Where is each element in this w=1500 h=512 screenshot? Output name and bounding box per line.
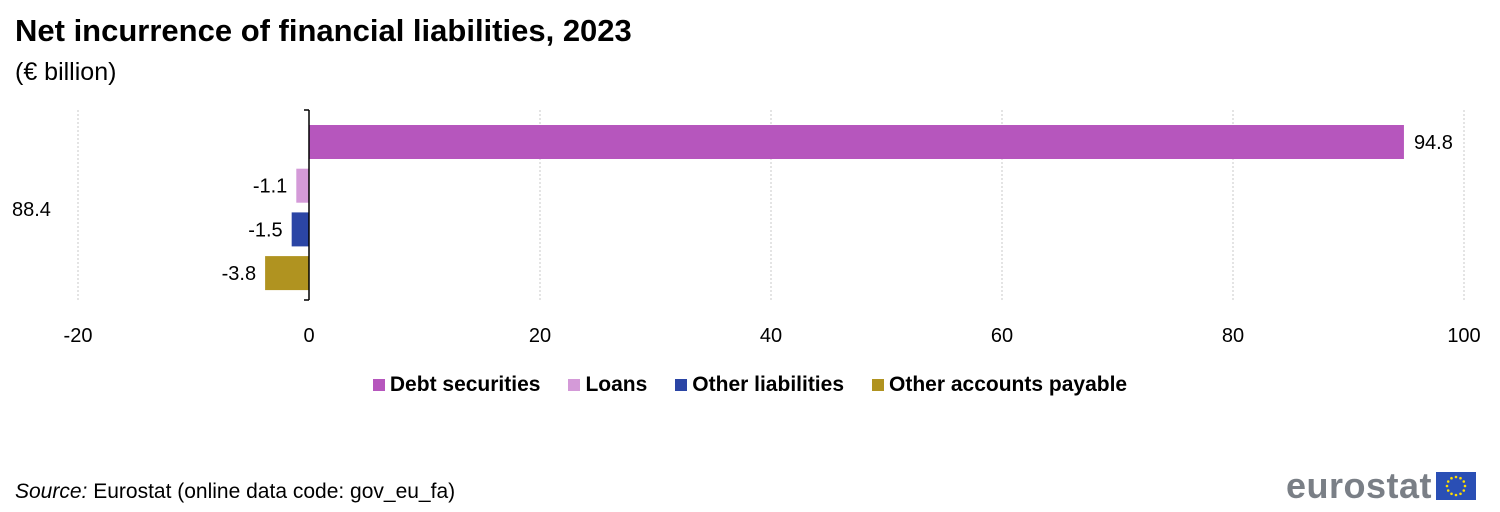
eurostat-logo: eurostat bbox=[1286, 465, 1476, 507]
legend-item-debt-securities: Debt securities bbox=[372, 373, 541, 397]
legend-swatch bbox=[872, 379, 885, 391]
legend-swatch bbox=[675, 379, 688, 391]
eu-flag-icon bbox=[1436, 472, 1476, 500]
x-tick-label: 80 bbox=[1222, 325, 1244, 347]
bar-value-label: -1.1 bbox=[253, 176, 287, 198]
legend-label: Other accounts payable bbox=[889, 373, 1128, 396]
x-tick-label: 0 bbox=[303, 325, 314, 347]
x-tick-label: 20 bbox=[529, 325, 551, 347]
legend-label: Debt securities bbox=[389, 373, 541, 396]
chart-subtitle: (€ billion) bbox=[15, 58, 117, 86]
chart-title: Net incurrence of financial liabilities,… bbox=[15, 13, 632, 48]
x-tick-label: 40 bbox=[760, 325, 782, 347]
logo-text: eurostat bbox=[1285, 465, 1432, 506]
bar-value-label: -3.8 bbox=[222, 263, 256, 285]
bar bbox=[265, 256, 309, 291]
bar bbox=[296, 168, 309, 203]
bar bbox=[309, 125, 1404, 159]
legend-item-other-liabilities: Other liabilities bbox=[675, 373, 844, 397]
source-note: Source: Eurostat (online data code: gov_… bbox=[15, 480, 455, 504]
legend-label: Other liabilities bbox=[692, 373, 845, 396]
total-value-label: 88.4 bbox=[12, 199, 51, 221]
x-tick-label: 60 bbox=[991, 325, 1013, 347]
bar-chart: -20 0 20 40 60 80 100 94.8 -1.1 -1.5 -3.8 88.4 bbox=[12, 109, 1481, 347]
legend-swatch bbox=[372, 379, 385, 391]
bar-value-label: -1.5 bbox=[248, 219, 282, 241]
legend-item-loans: Loans bbox=[568, 373, 647, 397]
source-prefix: Source: bbox=[15, 480, 88, 503]
source-text: Eurostat (online data code: gov_eu_fa) bbox=[87, 480, 456, 503]
x-tick-label: 100 bbox=[1447, 325, 1480, 347]
bar-value-label: 94.8 bbox=[1414, 132, 1453, 154]
chart-legend: Debt securities Loans Other liabilities … bbox=[0, 373, 1500, 397]
x-tick-label: -20 bbox=[64, 325, 93, 347]
legend-item-other-accounts-payable: Other accounts payable bbox=[872, 373, 1127, 397]
legend-label: Loans bbox=[585, 373, 648, 396]
bar bbox=[291, 212, 309, 247]
legend-swatch bbox=[568, 379, 581, 391]
